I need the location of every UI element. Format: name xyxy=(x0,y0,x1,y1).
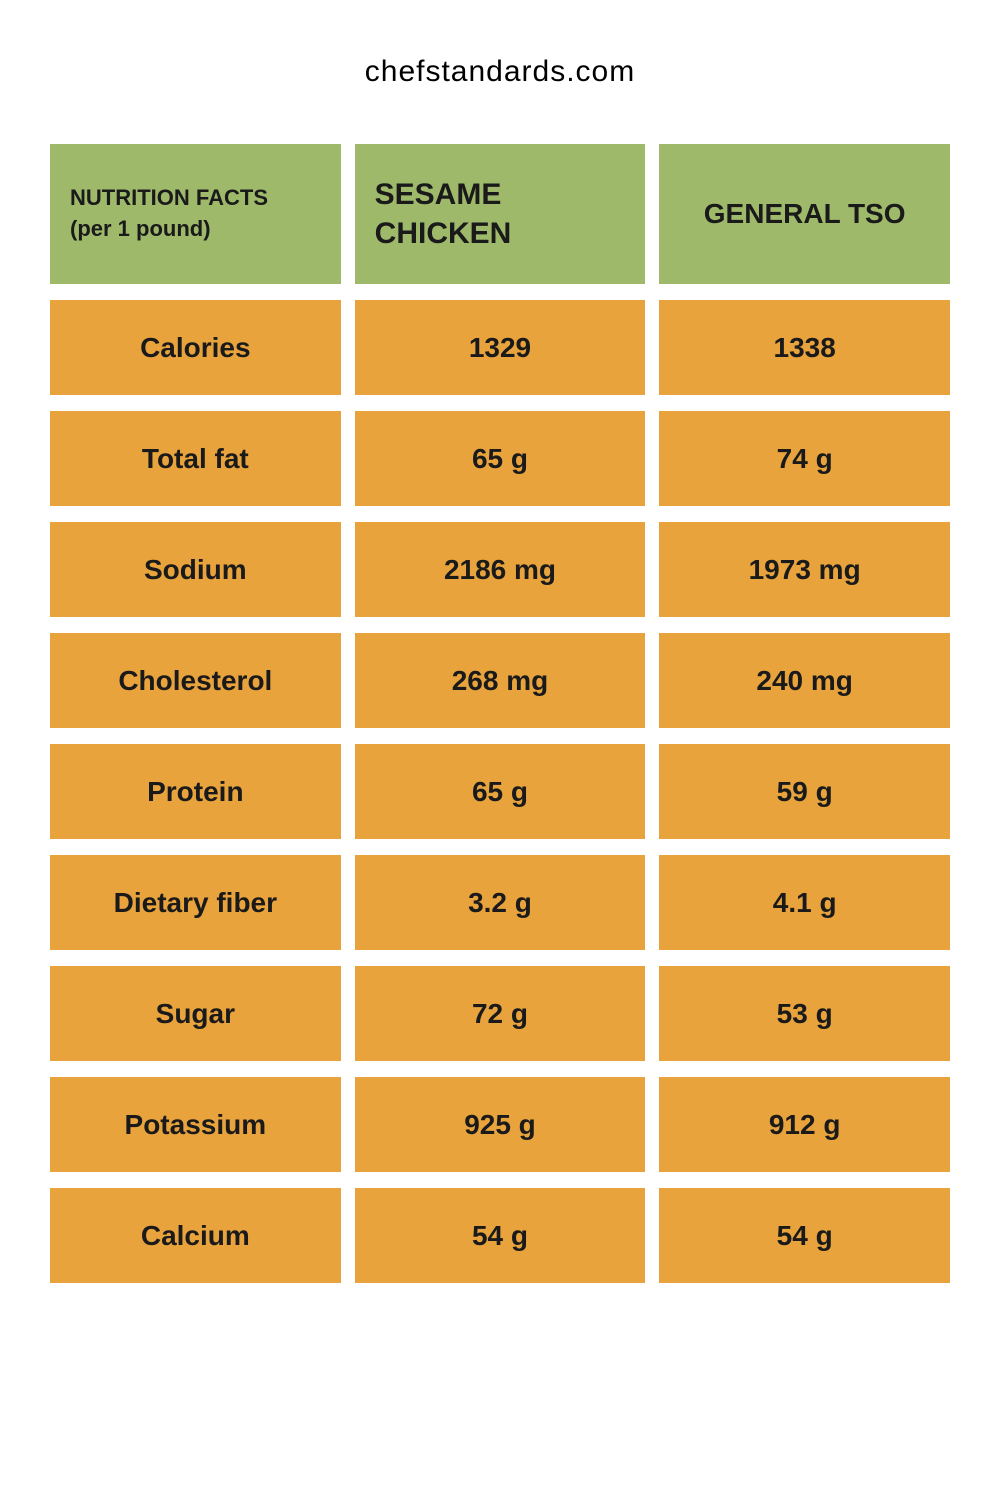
cell-sesame: 1329 xyxy=(355,300,646,395)
cell-sesame: 3.2 g xyxy=(355,855,646,950)
table-row: Sugar 72 g 53 g xyxy=(50,966,950,1061)
table-row: Calcium 54 g 54 g xyxy=(50,1188,950,1283)
cell-tso: 1973 mg xyxy=(659,522,950,617)
nutrition-table: NUTRITION FACTS (per 1 pound) SESAME CHI… xyxy=(50,144,950,1283)
table-header-row: NUTRITION FACTS (per 1 pound) SESAME CHI… xyxy=(50,144,950,284)
cell-sesame: 2186 mg xyxy=(355,522,646,617)
row-label: Sugar xyxy=(50,966,341,1061)
row-label: Sodium xyxy=(50,522,341,617)
row-label: Dietary fiber xyxy=(50,855,341,950)
cell-tso: 54 g xyxy=(659,1188,950,1283)
cell-sesame: 268 mg xyxy=(355,633,646,728)
row-label: Calories xyxy=(50,300,341,395)
table-row: Calories 1329 1338 xyxy=(50,300,950,395)
table-row: Dietary fiber 3.2 g 4.1 g xyxy=(50,855,950,950)
cell-sesame: 65 g xyxy=(355,411,646,506)
table-row: Potassium 925 g 912 g xyxy=(50,1077,950,1172)
cell-tso: 1338 xyxy=(659,300,950,395)
cell-sesame: 72 g xyxy=(355,966,646,1061)
site-title: chefstandards.com xyxy=(365,55,635,89)
cell-tso: 59 g xyxy=(659,744,950,839)
column-header-subtitle: (per 1 pound) xyxy=(70,214,268,245)
cell-sesame: 54 g xyxy=(355,1188,646,1283)
column-header-sesame: SESAME CHICKEN xyxy=(355,144,646,284)
column-header-title: NUTRITION FACTS xyxy=(70,185,268,210)
row-label: Protein xyxy=(50,744,341,839)
cell-tso: 912 g xyxy=(659,1077,950,1172)
column-header-title: GENERAL TSO xyxy=(704,198,906,230)
cell-tso: 53 g xyxy=(659,966,950,1061)
row-label: Total fat xyxy=(50,411,341,506)
column-header-title: SESAME CHICKEN xyxy=(375,175,626,253)
cell-tso: 74 g xyxy=(659,411,950,506)
table-row: Protein 65 g 59 g xyxy=(50,744,950,839)
column-header-nutrition: NUTRITION FACTS (per 1 pound) xyxy=(50,144,341,284)
row-label: Calcium xyxy=(50,1188,341,1283)
table-row: Sodium 2186 mg 1973 mg xyxy=(50,522,950,617)
cell-tso: 240 mg xyxy=(659,633,950,728)
cell-tso: 4.1 g xyxy=(659,855,950,950)
cell-sesame: 65 g xyxy=(355,744,646,839)
column-header-tso: GENERAL TSO xyxy=(659,144,950,284)
cell-sesame: 925 g xyxy=(355,1077,646,1172)
row-label: Cholesterol xyxy=(50,633,341,728)
table-row: Total fat 65 g 74 g xyxy=(50,411,950,506)
row-label: Potassium xyxy=(50,1077,341,1172)
table-row: Cholesterol 268 mg 240 mg xyxy=(50,633,950,728)
